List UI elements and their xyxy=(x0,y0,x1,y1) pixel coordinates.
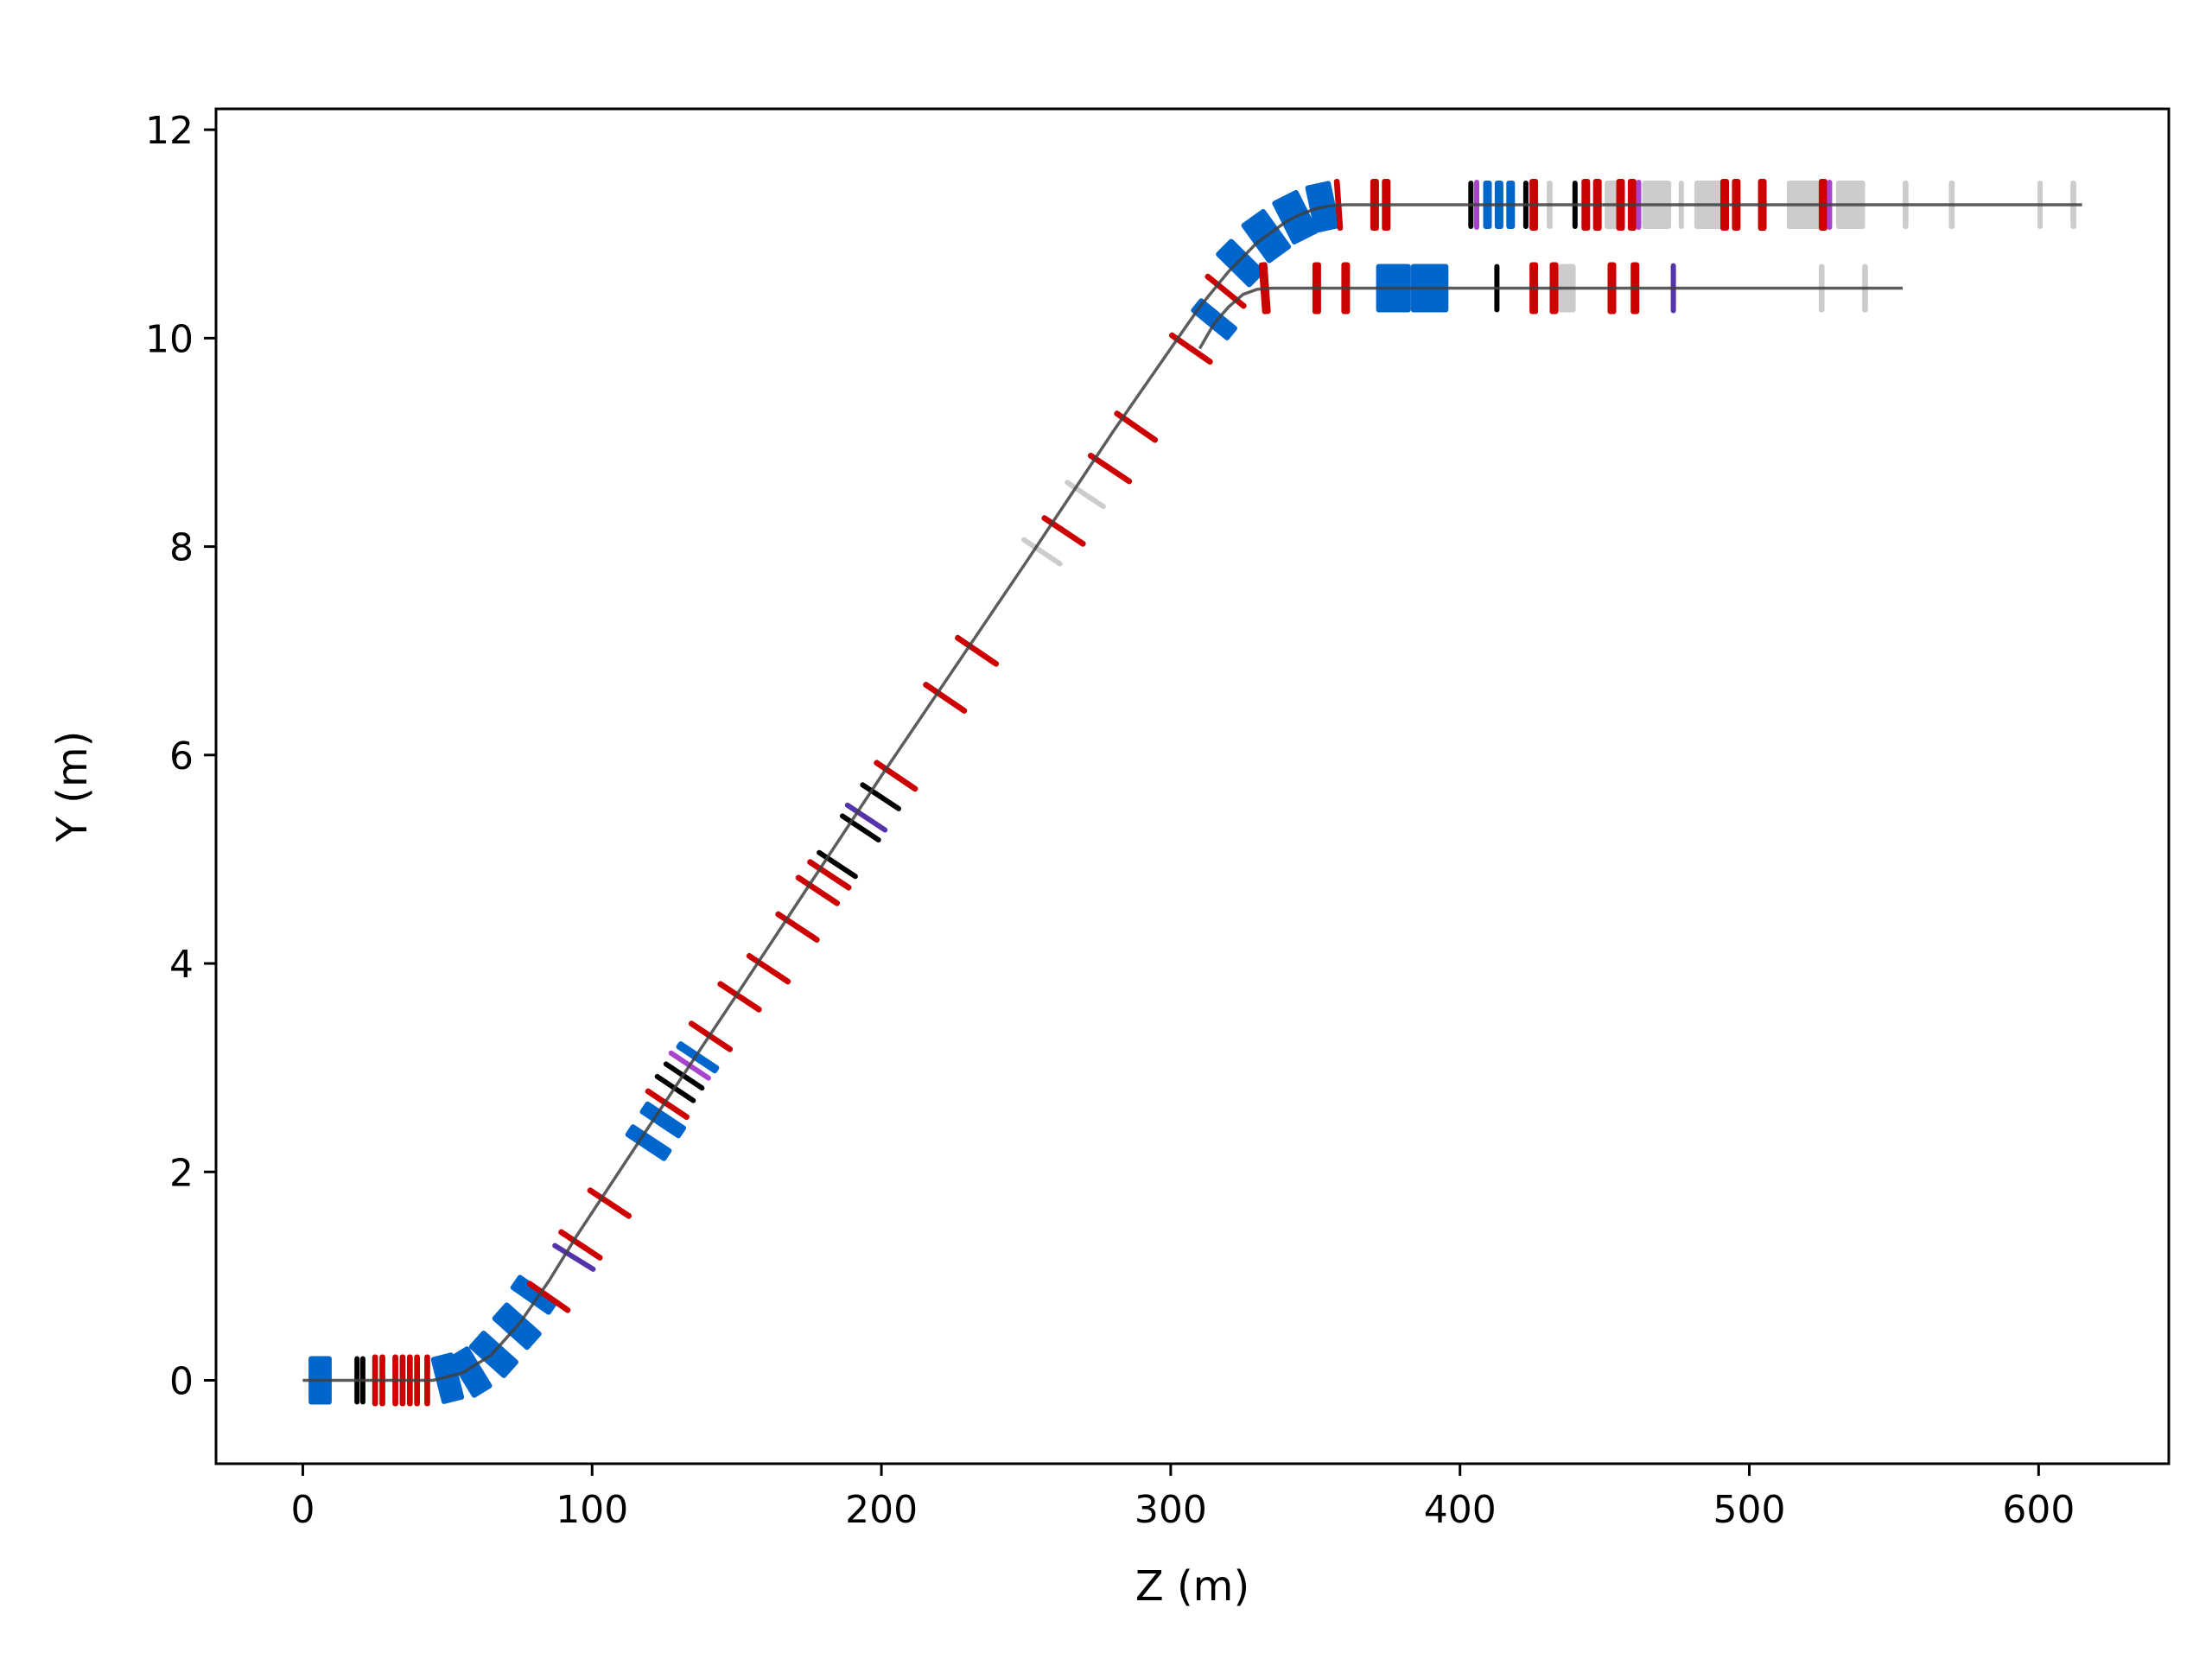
plot-frame xyxy=(214,107,2171,1465)
beam-element-dipole xyxy=(1191,298,1237,340)
beam-element-kicker xyxy=(844,802,888,833)
x-axis-label: Z (m) xyxy=(1135,1562,1249,1611)
x-axis-ticks: 0 100 200 300 400 500 600 xyxy=(290,1464,2075,1532)
beam-element-quadrupole xyxy=(1114,410,1159,443)
beam-element-dipole xyxy=(639,1101,687,1139)
beam-element-quadrupole xyxy=(587,1187,632,1219)
beam-element-quadrupole xyxy=(1087,452,1133,485)
beam-element-kicker xyxy=(552,1243,596,1272)
x-tick-label: 600 xyxy=(2002,1488,2075,1532)
y-tick-label: 0 xyxy=(169,1360,194,1404)
beam-element-quadrupole xyxy=(955,634,1000,667)
x-tick-label: 500 xyxy=(1713,1488,1786,1532)
beamline-series-2 xyxy=(1198,286,1903,350)
beam-element-dipole xyxy=(1216,238,1265,288)
y-tick-label: 8 xyxy=(169,526,194,570)
beam-element-dipole xyxy=(625,1124,672,1161)
beamline-series-1 xyxy=(302,203,2082,1382)
beam-element-dipole xyxy=(676,1041,720,1074)
beam-element-dipole xyxy=(448,1346,493,1398)
beamline-series-layer xyxy=(302,203,2082,1382)
y-tick-label: 4 xyxy=(169,943,194,987)
x-tick-label: 200 xyxy=(845,1488,918,1532)
y-axis-ticks: 0 2 4 6 8 10 12 xyxy=(145,109,216,1404)
x-tick-label: 400 xyxy=(1424,1488,1497,1532)
beam-element-quadrupole xyxy=(645,1088,690,1121)
beam-element-quadrupole xyxy=(1168,332,1213,365)
beam-element-diagnostic xyxy=(1021,537,1063,567)
beam-element-quadrupole xyxy=(874,760,918,792)
y-tick-label: 6 xyxy=(169,734,194,779)
x-tick-label: 0 xyxy=(290,1488,315,1532)
beam-element-quadrupole xyxy=(558,1229,603,1261)
y-tick-label: 10 xyxy=(145,317,194,361)
beam-element-quadrupole xyxy=(923,682,968,714)
beam-element-dipole xyxy=(510,1274,558,1315)
beam-element-quadrupole xyxy=(717,981,762,1013)
y-tick-label: 2 xyxy=(169,1151,194,1195)
x-tick-label: 100 xyxy=(556,1488,628,1532)
beam-element-corrector xyxy=(860,782,902,811)
beam-elements-layer xyxy=(308,179,2076,1407)
x-tick-label: 300 xyxy=(1135,1488,1207,1532)
beam-element-quadrupole xyxy=(526,1281,571,1313)
y-tick-label: 12 xyxy=(145,109,194,153)
beam-element-quadrupole xyxy=(795,874,841,906)
y-axis-label: Y (m) xyxy=(48,731,97,843)
beam-element-quadrupole xyxy=(807,859,852,891)
